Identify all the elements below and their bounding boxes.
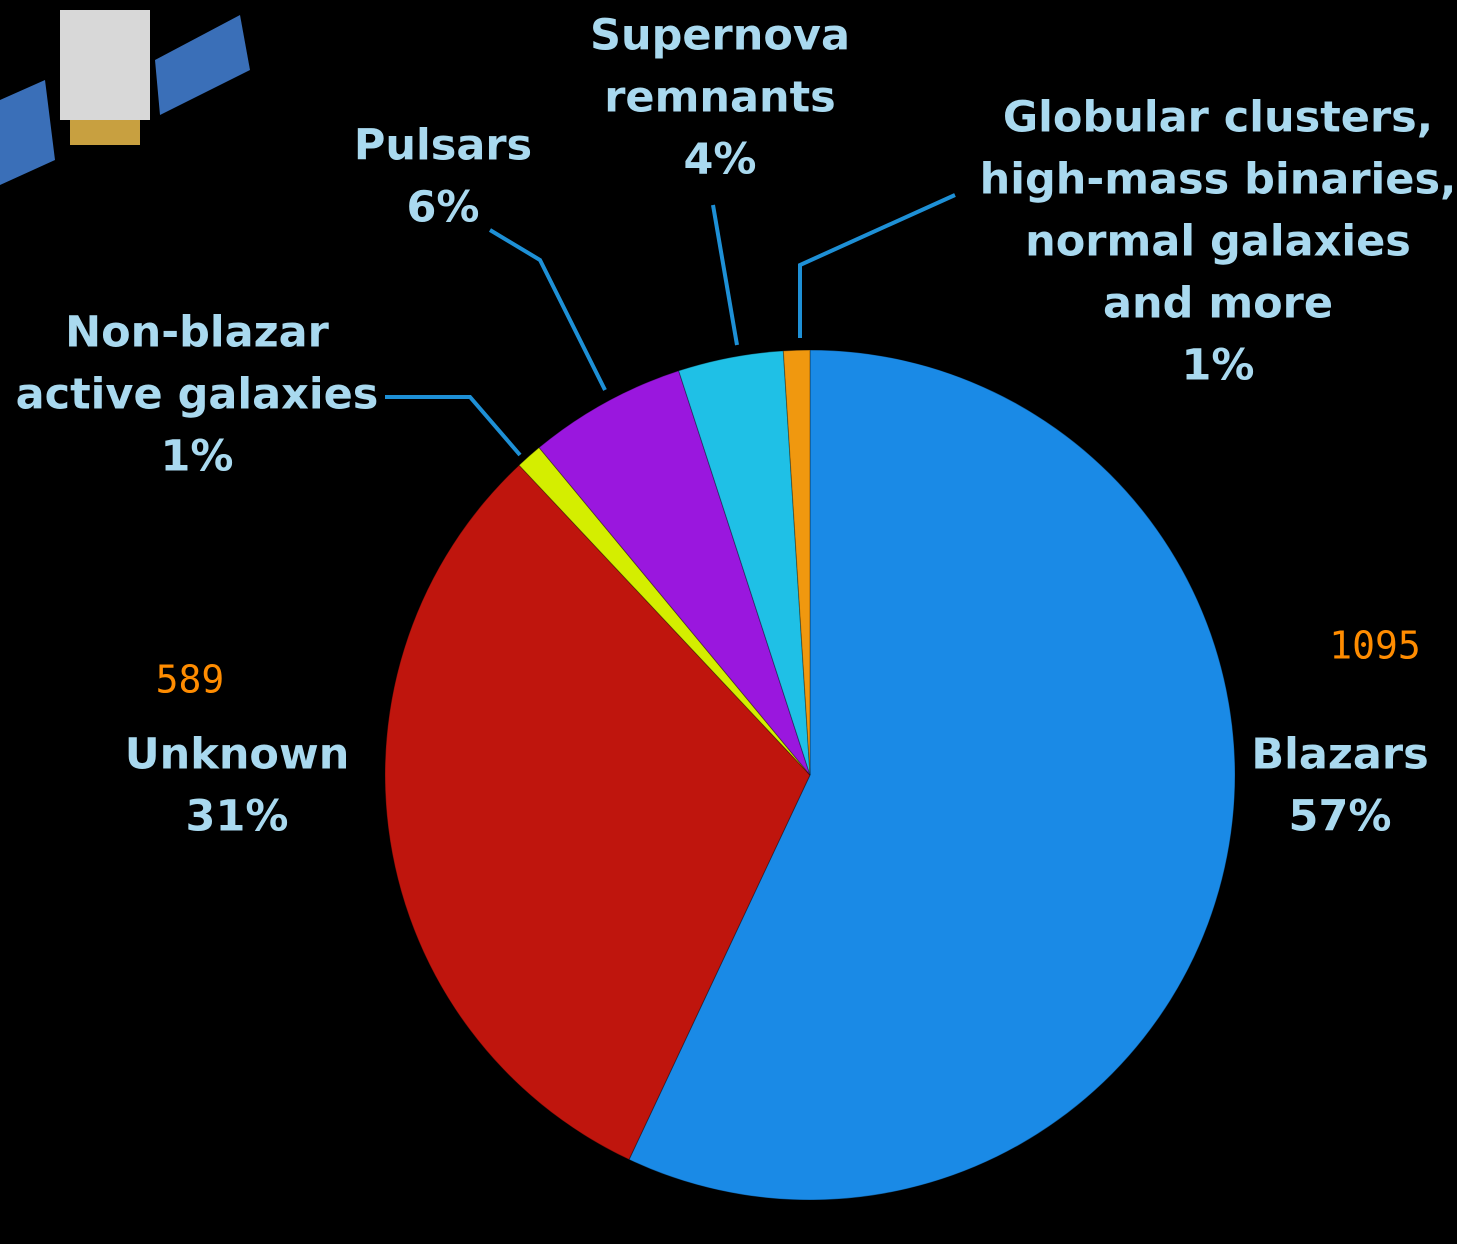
- slice-label: Globular clusters,: [1003, 93, 1433, 143]
- leader-line: [488, 228, 607, 391]
- pie: [384, 349, 1236, 1201]
- pie-slice: [538, 370, 811, 776]
- slice-label: high-mass binaries,: [980, 155, 1457, 205]
- slice-label: normal galaxies: [1025, 217, 1411, 267]
- value-label: 1%: [160, 432, 233, 482]
- slice-label: Blazars: [1251, 730, 1428, 780]
- slice-label: Non-blazar: [65, 308, 330, 358]
- slice-label: remnants: [604, 73, 836, 123]
- satellite-icon: [0, 10, 250, 185]
- pie-slice: [628, 349, 1236, 1201]
- annotation: 589: [156, 658, 225, 702]
- pie-slice: [384, 464, 811, 1161]
- pie-slice: [678, 350, 811, 776]
- leader-line: [385, 395, 522, 457]
- slice-label: Supernova: [590, 11, 850, 61]
- annotation: 1095: [1329, 624, 1421, 668]
- leader-line: [711, 204, 739, 346]
- slice-label: Unknown: [125, 730, 350, 780]
- leader-line: [798, 193, 956, 338]
- slice-label: active galaxies: [16, 370, 379, 420]
- value-label: 4%: [683, 135, 756, 185]
- value-label: 31%: [186, 792, 289, 842]
- slice-label: Pulsars: [354, 121, 532, 171]
- value-label: 57%: [1289, 792, 1392, 842]
- slice-label: and more: [1103, 279, 1333, 329]
- pie-slice: [782, 349, 811, 776]
- value-label: 6%: [406, 183, 479, 233]
- pie-slice: [518, 446, 811, 776]
- value-label: 1%: [1181, 341, 1254, 391]
